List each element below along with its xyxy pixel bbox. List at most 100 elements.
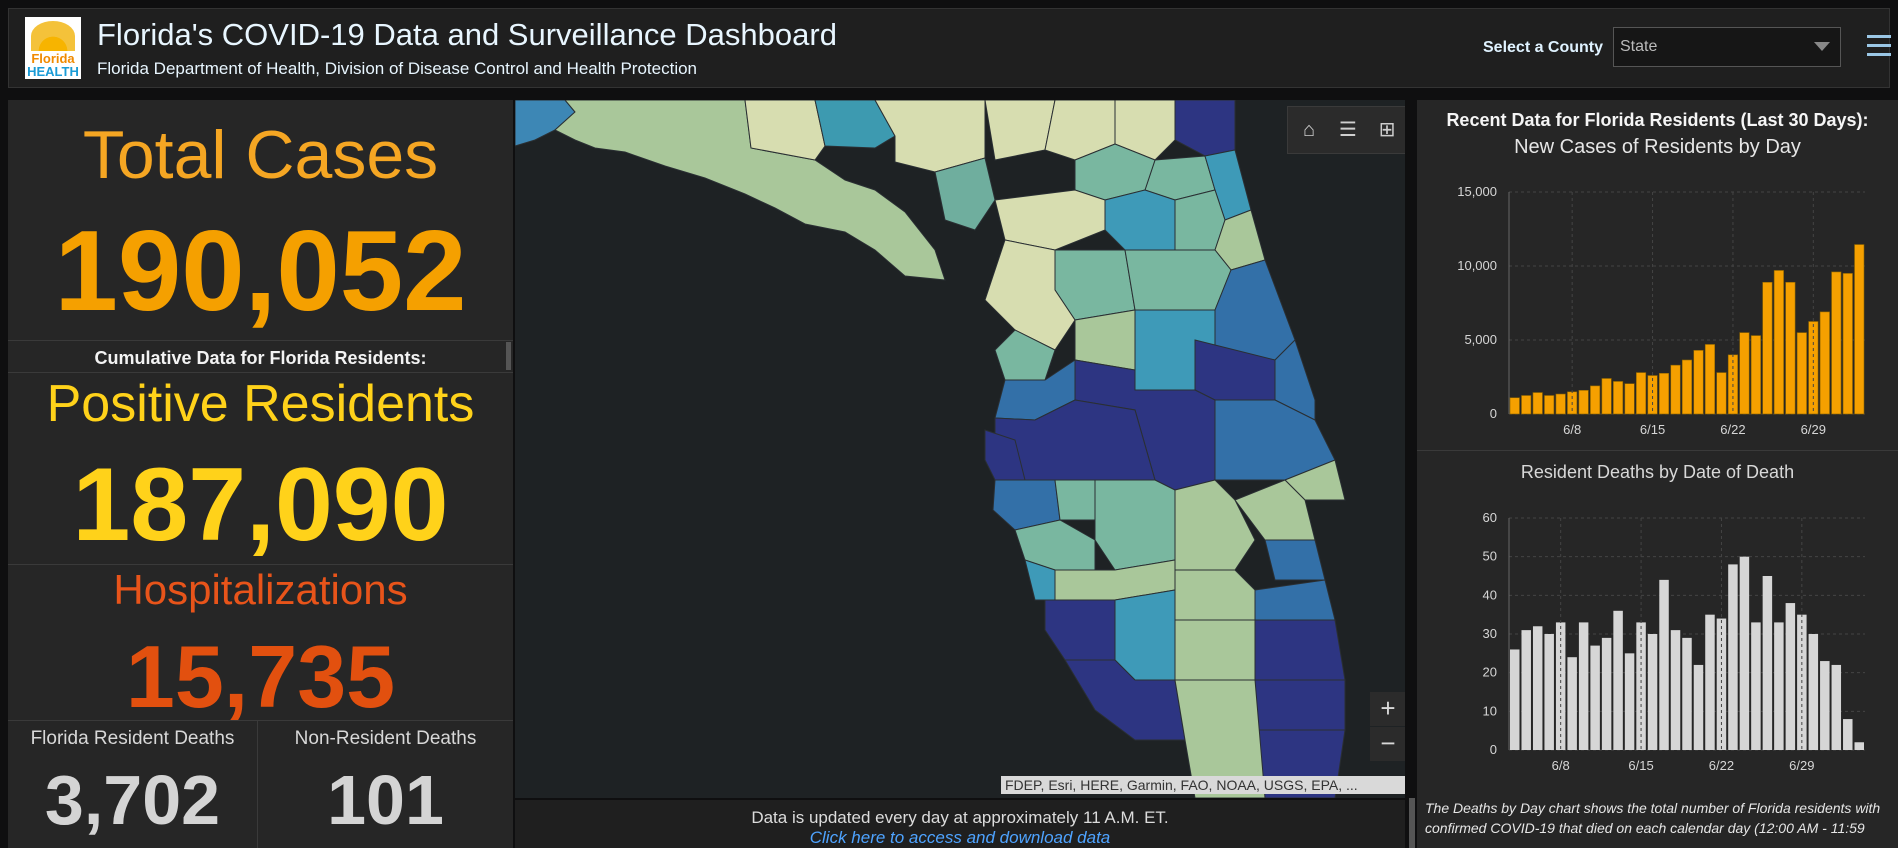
bar[interactable] — [1647, 375, 1658, 415]
basemap-gallery-icon[interactable]: ⊞ — [1378, 119, 1396, 141]
bar[interactable] — [1613, 381, 1624, 415]
map-county[interactable] — [1094, 479, 1176, 571]
bar[interactable] — [1796, 332, 1807, 415]
map-county[interactable] — [1124, 249, 1232, 311]
bar[interactable] — [1658, 373, 1670, 415]
bar[interactable] — [1624, 383, 1635, 415]
bar[interactable] — [1819, 311, 1830, 415]
bar[interactable] — [1716, 372, 1727, 415]
bar[interactable] — [1785, 281, 1796, 415]
map-attribution: FDEP, Esri, HERE, Garmin, FAO, NOAA, USG… — [1001, 776, 1405, 794]
florida-choropleth[interactable] — [515, 100, 1405, 798]
map-county[interactable] — [744, 100, 826, 161]
bar[interactable] — [1670, 364, 1681, 415]
bar[interactable] — [1854, 244, 1865, 415]
map-county[interactable] — [814, 100, 896, 149]
bar[interactable] — [1544, 634, 1554, 750]
bar[interactable] — [1510, 649, 1520, 750]
map-county[interactable] — [1044, 599, 1116, 661]
map-county[interactable] — [1254, 679, 1346, 731]
total-cases-label: Total Cases — [82, 117, 439, 193]
map-county[interactable] — [1114, 589, 1176, 681]
bar[interactable] — [1808, 634, 1819, 750]
zoom-out-button[interactable]: − — [1370, 727, 1405, 761]
bar[interactable] — [1532, 392, 1543, 415]
home-icon[interactable]: ⌂ — [1302, 119, 1316, 141]
bar[interactable] — [1831, 664, 1842, 750]
bar[interactable] — [1762, 281, 1773, 415]
map-county[interactable] — [1234, 479, 1316, 541]
map-county[interactable] — [1054, 479, 1096, 521]
bar[interactable] — [1681, 359, 1693, 415]
bar[interactable] — [1728, 564, 1738, 750]
panel-scrollbar[interactable] — [506, 342, 511, 370]
map-county[interactable] — [984, 100, 1056, 161]
deaths-by-day-chart[interactable]: 0 10 20 30 40 50 60 6/8 6/15 6/22 6/29 — [1417, 500, 1898, 800]
bar[interactable] — [1751, 622, 1761, 750]
map-county[interactable] — [934, 157, 996, 231]
county-map[interactable]: ⌂ ☰ ⊞ + − FDEP, Esri, HERE, Garmin, FAO,… — [515, 100, 1405, 798]
map-county[interactable] — [1174, 679, 1266, 798]
map-county[interactable] — [1174, 569, 1256, 621]
hamburger-menu-icon[interactable] — [1867, 35, 1891, 59]
map-county[interactable] — [1174, 479, 1256, 571]
bar[interactable] — [1842, 273, 1853, 415]
bar[interactable] — [1601, 637, 1612, 750]
map-county[interactable] — [1114, 100, 1176, 161]
cases-by-day-chart[interactable]: 0 5,000 10,000 15,000 6/8 6/15 6/22 6/29 — [1417, 174, 1898, 444]
bar[interactable] — [1670, 630, 1681, 750]
bar[interactable] — [1693, 350, 1704, 415]
y-tick-label: 5,000 — [1464, 332, 1497, 347]
bar[interactable] — [1774, 622, 1784, 750]
zoom-in-button[interactable]: + — [1370, 692, 1405, 726]
bar[interactable] — [1705, 614, 1715, 750]
map-county[interactable] — [1174, 100, 1236, 157]
panel-scrollbar[interactable] — [1409, 798, 1415, 848]
bar[interactable] — [1704, 344, 1716, 415]
bar[interactable] — [1739, 332, 1750, 415]
bar[interactable] — [1647, 634, 1658, 750]
bar[interactable] — [1659, 579, 1669, 750]
bar[interactable] — [1509, 397, 1520, 415]
deaths-chart-title: Resident Deaths by Date of Death — [1520, 462, 1795, 482]
bar[interactable] — [1762, 576, 1773, 750]
bar[interactable] — [1590, 645, 1600, 750]
bar[interactable] — [1578, 622, 1589, 750]
bar[interactable] — [1555, 393, 1566, 415]
county-select[interactable]: State — [1613, 27, 1841, 67]
bar[interactable] — [1521, 630, 1531, 750]
bar[interactable] — [1532, 626, 1543, 750]
bar[interactable] — [1843, 719, 1853, 750]
bar[interactable] — [1601, 378, 1612, 415]
bar[interactable] — [1567, 657, 1577, 750]
list-icon[interactable]: ☰ — [1339, 119, 1357, 141]
map-county[interactable] — [1274, 339, 1316, 421]
bar[interactable] — [1521, 395, 1532, 415]
download-data-link[interactable]: Click here to access and download data — [809, 828, 1111, 847]
bar[interactable] — [1590, 385, 1601, 415]
bar[interactable] — [1750, 335, 1761, 415]
bar[interactable] — [1693, 664, 1704, 750]
bar[interactable] — [1624, 653, 1635, 750]
bar[interactable] — [1544, 395, 1555, 415]
bar[interactable] — [1773, 270, 1784, 415]
bar[interactable] — [1831, 271, 1842, 415]
y-tick-label: 50 — [1483, 549, 1497, 564]
map-county[interactable] — [1254, 579, 1336, 621]
map-county[interactable] — [1104, 189, 1176, 251]
deaths-chart-note: The Deaths by Day chart shows the total … — [1425, 800, 1881, 836]
bar[interactable] — [1578, 390, 1589, 415]
bar[interactable] — [1820, 661, 1830, 750]
bar[interactable] — [1613, 610, 1623, 750]
bar[interactable] — [1636, 372, 1647, 415]
map-county[interactable] — [1264, 539, 1326, 581]
map-county[interactable] — [1174, 619, 1256, 681]
bar[interactable] — [1682, 637, 1692, 750]
map-county[interactable] — [984, 239, 1076, 351]
map-county[interactable] — [554, 100, 946, 281]
bar[interactable] — [1785, 603, 1796, 750]
bar[interactable] — [1716, 618, 1727, 750]
bar[interactable] — [1854, 742, 1864, 750]
bar[interactable] — [1739, 556, 1750, 750]
map-county[interactable] — [1254, 619, 1346, 681]
